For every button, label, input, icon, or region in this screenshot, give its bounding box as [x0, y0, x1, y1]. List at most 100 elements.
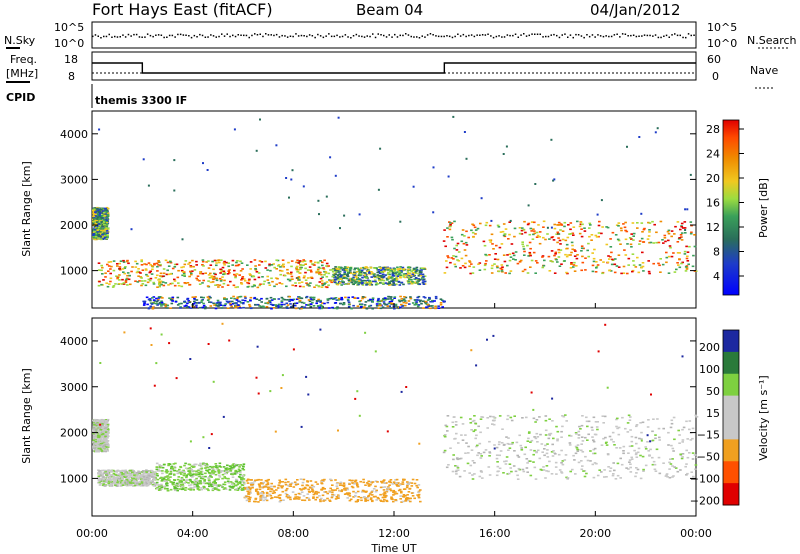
velocity-cell: [97, 479, 101, 482]
velocity-cell: [199, 462, 202, 465]
power-cell: [194, 296, 197, 298]
power-cell: [565, 243, 569, 246]
velocity-cell: [312, 485, 316, 488]
power-cell: [171, 297, 174, 300]
velocity-cell: [395, 492, 399, 495]
velocity-cell: [165, 472, 169, 474]
power-cell: [399, 266, 402, 268]
power-cell: [254, 268, 257, 270]
nsky-dot: [355, 33, 358, 36]
power-cell: [223, 304, 227, 307]
velocity-cell: [120, 473, 123, 476]
nsky-dot: [556, 34, 558, 37]
power-cell: [146, 281, 150, 284]
velocity-cell: [151, 480, 154, 482]
power-scatter-cell: [317, 199, 320, 202]
power-cell: [200, 301, 203, 303]
power-cell: [188, 261, 192, 264]
nsky-dot: [179, 33, 182, 36]
power-cell: [533, 221, 536, 224]
power-cell: [195, 304, 198, 307]
velocity-cell: [356, 484, 359, 487]
velocity-cell: [144, 481, 148, 484]
velocity-cell: [181, 487, 185, 489]
power-cell: [169, 273, 173, 275]
nsky-dot: [374, 36, 377, 39]
velocity-cell: [199, 472, 202, 474]
power-cell: [501, 230, 505, 233]
velocity-cell: [278, 500, 282, 503]
velocity-cell: [190, 475, 193, 477]
velocity-cell: [364, 484, 367, 486]
velocity-cell: [135, 483, 139, 486]
power-cell: [496, 258, 500, 261]
power-cell: [630, 238, 633, 240]
velocity-cell: [105, 440, 108, 442]
velocity-cell: [96, 435, 100, 437]
velocity-cell: [404, 498, 408, 501]
power-cell: [365, 307, 369, 310]
power-cell: [526, 272, 530, 274]
power-cell: [680, 226, 684, 228]
velocity-cell: [131, 485, 135, 487]
power-cell: [319, 260, 322, 262]
power-cell: [373, 276, 376, 279]
power-cell: [353, 267, 357, 270]
power-cell: [398, 300, 402, 303]
power-cell: [427, 305, 430, 307]
power-cell: [222, 273, 225, 276]
velocity-cell: [105, 473, 109, 475]
power-cell: [581, 223, 584, 226]
power-cell: [402, 268, 406, 270]
velocity-cell: [183, 464, 186, 467]
power-cell: [555, 233, 558, 235]
power-cell: [553, 223, 556, 226]
power-cell: [587, 242, 590, 245]
power-cell: [269, 296, 273, 299]
velocity-cell: [169, 488, 173, 491]
power-cell: [391, 284, 395, 286]
nsky-dot: [149, 34, 152, 37]
velocity-cell: [173, 469, 177, 472]
power-cell: [222, 262, 226, 264]
velocity-cell: [341, 484, 344, 487]
velocity-cell: [200, 487, 203, 489]
power-cell: [295, 267, 298, 270]
power-cell: [92, 235, 95, 237]
power-cell: [655, 241, 658, 244]
power-cell: [309, 298, 313, 300]
power-cell: [159, 303, 163, 305]
velocity-cell: [259, 494, 263, 497]
nave-tick-bottom: 0: [712, 70, 719, 83]
velocity-cell: [239, 486, 242, 488]
velocity-cell: [256, 493, 260, 496]
velocity-cell: [406, 494, 409, 496]
power-cell: [323, 259, 326, 262]
velocity-cell: [407, 491, 411, 493]
power-cell: [386, 269, 390, 271]
power-cell: [278, 269, 282, 272]
velocity-cell: [177, 484, 181, 487]
power-cell: [369, 304, 373, 307]
nsky-dot: [619, 36, 621, 38]
power-cell: [130, 270, 133, 273]
nsky-dot: [317, 33, 319, 36]
velocity-cell: [92, 429, 95, 432]
velocity-cell: [131, 482, 135, 484]
power-cell: [520, 229, 524, 232]
power-cell: [388, 273, 392, 276]
nsky-dot: [429, 33, 432, 35]
velocity-cell: [223, 487, 227, 489]
nsky-dot: [135, 33, 138, 36]
nsky-dot: [470, 34, 473, 36]
power-cell: [105, 222, 109, 224]
power-cell: [641, 231, 644, 233]
velocity-cell: [106, 423, 110, 426]
velocity-cell: [102, 472, 106, 474]
power-cell: [647, 260, 650, 262]
power-cell: [541, 255, 545, 257]
power-cell: [561, 238, 565, 241]
velocity-cell: [97, 424, 100, 426]
